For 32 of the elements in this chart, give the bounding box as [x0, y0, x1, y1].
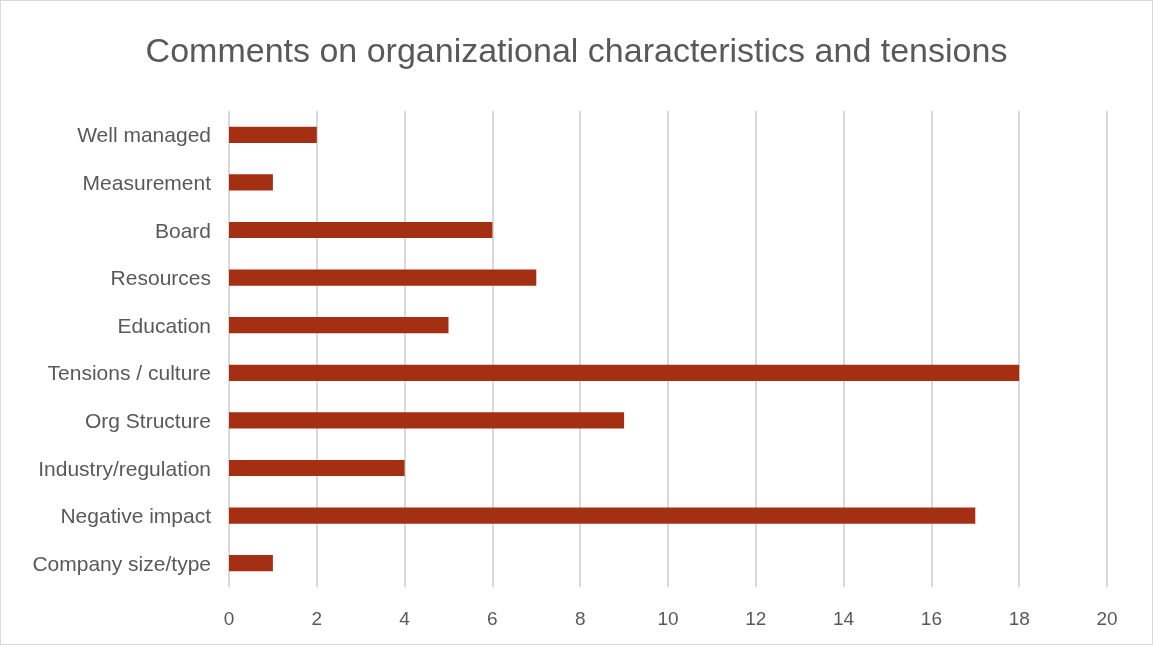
- bar: [229, 364, 1020, 381]
- bar: [229, 507, 976, 524]
- x-tick-label: 2: [311, 608, 323, 629]
- bar: [229, 555, 273, 572]
- y-tick-label: Resources: [110, 266, 211, 290]
- y-tick-label: Industry/regulation: [38, 456, 211, 480]
- x-tick-label: 6: [487, 608, 498, 629]
- bar: [229, 459, 405, 477]
- chart-title: Comments on organizational characteristics and tensions: [145, 31, 1008, 69]
- x-tick-label: 12: [745, 608, 767, 629]
- x-tick-label: 10: [657, 608, 679, 629]
- bar: [229, 317, 449, 334]
- y-tick-label: Board: [154, 218, 211, 242]
- y-tick-label: Company size/type: [32, 551, 211, 575]
- bar: [229, 269, 537, 286]
- y-tick-label: Education: [117, 313, 211, 337]
- x-tick-label: 0: [223, 608, 235, 629]
- x-tick-label: 20: [1096, 608, 1118, 629]
- bar: [229, 174, 273, 191]
- y-tick-label: Well managed: [77, 123, 211, 147]
- y-tick-label: Tensions / culture: [47, 361, 211, 385]
- x-tick-label: 18: [1008, 608, 1030, 629]
- x-tick-label: 16: [920, 608, 942, 629]
- y-tick-label: Org Structure: [84, 408, 211, 432]
- x-tick-label: 14: [833, 608, 855, 629]
- bar: [229, 126, 317, 143]
- bar: [229, 412, 625, 429]
- y-tick-label: Measurement: [82, 170, 212, 194]
- x-tick-label: 8: [574, 608, 586, 629]
- y-tick-label: Negative impact: [60, 504, 212, 528]
- x-tick-label: 4: [399, 608, 411, 629]
- bar: [229, 221, 493, 239]
